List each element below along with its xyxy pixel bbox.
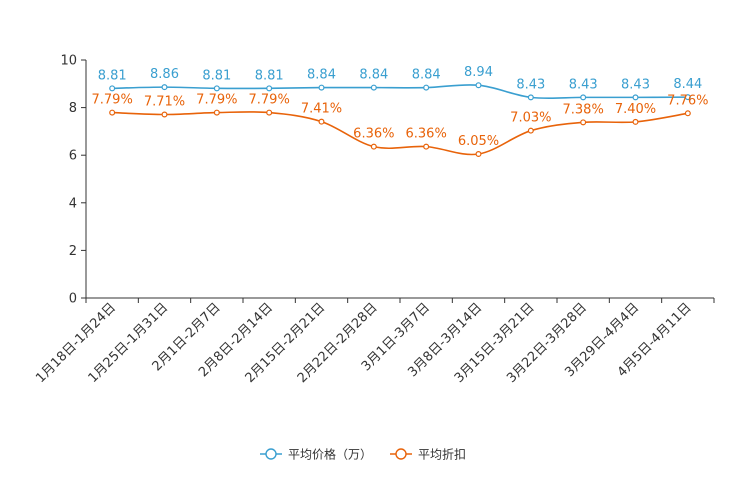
data-label: 8.43	[621, 77, 650, 92]
data-label: 6.05%	[458, 134, 499, 149]
data-point[interactable]	[318, 84, 325, 91]
data-point[interactable]	[632, 118, 639, 125]
data-label: 7.79%	[196, 93, 237, 108]
data-label: 8.94	[464, 65, 493, 80]
data-point[interactable]	[161, 84, 168, 91]
data-point[interactable]	[109, 85, 116, 92]
legend-label: 平均价格（万）	[288, 447, 372, 462]
data-label: 8.43	[569, 77, 598, 92]
data-point[interactable]	[580, 94, 587, 101]
y-tick-label: 6	[69, 149, 77, 164]
data-point[interactable]	[632, 94, 639, 101]
data-point[interactable]	[370, 84, 377, 91]
data-point[interactable]	[213, 85, 220, 92]
series-1: 8.81 8.86 8.81 8.81 8.84 8.84 8.84 8.94 8.43 8.43…	[98, 65, 702, 101]
y-tick-label: 8	[69, 101, 77, 116]
axes: 02468101月18日-1月24日1月25日-1月31日2月1日-2月7日2月…	[33, 54, 715, 386]
data-point[interactable]	[684, 94, 691, 101]
y-tick-label: 10	[60, 54, 77, 69]
data-label: 7.38%	[563, 102, 604, 117]
data-label: 7.40%	[615, 102, 656, 117]
data-label: 6.36%	[353, 127, 394, 142]
data-label: 8.44	[673, 77, 702, 92]
data-label: 7.79%	[92, 93, 133, 108]
data-label: 8.84	[412, 68, 441, 83]
data-point[interactable]	[370, 143, 377, 150]
data-label: 8.81	[98, 68, 127, 83]
legend-item-2[interactable]: 平均折扣	[390, 447, 466, 462]
y-tick-label: 4	[69, 196, 77, 211]
data-label: 7.03%	[510, 111, 551, 126]
series-line[interactable]	[112, 111, 688, 156]
data-label: 6.36%	[406, 127, 447, 142]
data-point[interactable]	[527, 127, 534, 134]
legend-item-1[interactable]: 平均价格（万）	[260, 447, 372, 462]
legend[interactable]: 平均价格（万） 平均折扣	[260, 447, 466, 462]
data-label: 8.43	[516, 77, 545, 92]
data-point[interactable]	[161, 111, 168, 118]
data-point[interactable]	[527, 94, 534, 101]
data-point[interactable]	[318, 118, 325, 125]
data-label: 8.81	[255, 68, 284, 83]
data-point[interactable]	[213, 109, 220, 116]
data-label: 7.71%	[144, 95, 185, 110]
y-tick-label: 2	[69, 244, 77, 259]
legend-marker-icon	[395, 448, 407, 460]
data-point[interactable]	[266, 85, 273, 92]
data-label: 8.84	[359, 68, 388, 83]
legend-marker-icon	[265, 448, 277, 460]
y-tick-label: 0	[69, 292, 77, 307]
data-label: 7.76%	[667, 93, 708, 108]
series-2: 7.79% 7.71% 7.79% 7.79% 7.41% 6.36% 6.36% 6.05%…	[92, 93, 708, 158]
data-point[interactable]	[684, 110, 691, 117]
series-layer: 8.81 8.86 8.81 8.81 8.84 8.84 8.84 8.94 8.43 8.43…	[92, 65, 708, 158]
legend-label: 平均折扣	[418, 447, 466, 462]
data-label: 7.41%	[301, 102, 342, 117]
data-point[interactable]	[475, 151, 482, 158]
data-point[interactable]	[266, 109, 273, 116]
series-line[interactable]	[112, 84, 688, 100]
data-label: 8.86	[150, 67, 179, 82]
data-label: 8.81	[202, 68, 231, 83]
data-point[interactable]	[475, 82, 482, 89]
data-label: 7.79%	[249, 93, 290, 108]
data-point[interactable]	[423, 84, 430, 91]
data-point[interactable]	[423, 143, 430, 150]
data-label: 8.84	[307, 68, 336, 83]
data-point[interactable]	[580, 119, 587, 126]
data-point[interactable]	[109, 109, 116, 116]
